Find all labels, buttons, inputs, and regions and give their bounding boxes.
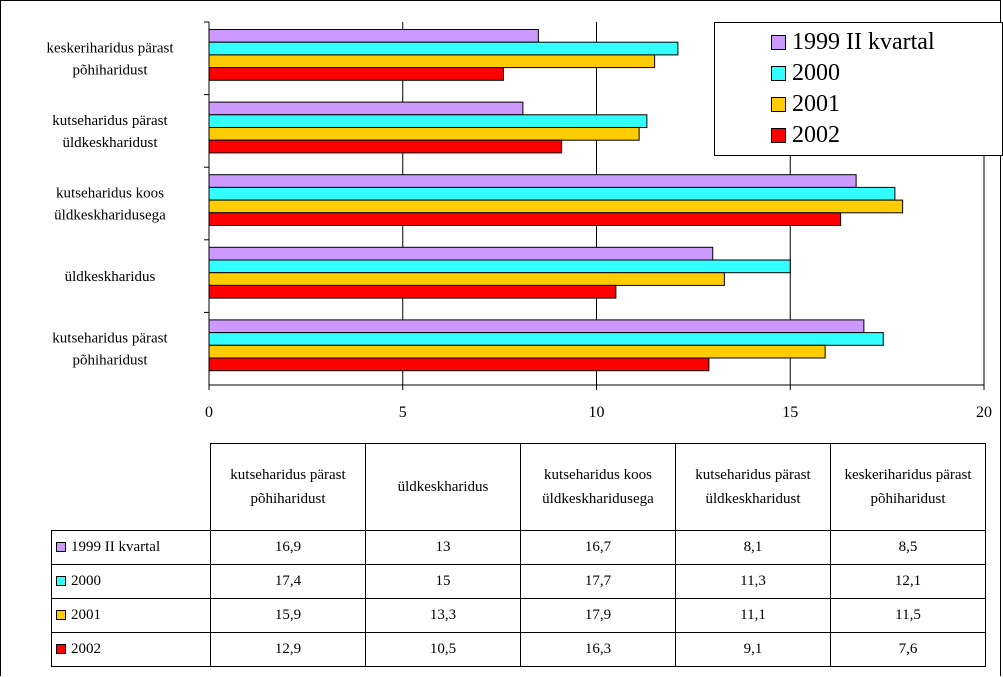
table-cell: 15,9: [210, 598, 366, 633]
table-cell: 17,7: [520, 564, 676, 599]
table-cell: 17,4: [210, 564, 366, 599]
category-label: kutseharidus koos: [56, 186, 164, 202]
category-label: kutseharidus pärast: [52, 113, 168, 129]
legend-item-2001: 2001: [771, 89, 1002, 120]
table-row: 1999 II kvartal 16,9 13 16,7 8,1 8,5: [51, 530, 986, 565]
table-row: 2002 12,9 10,5 16,3 9,1 7,6: [51, 632, 986, 667]
bar: [208, 272, 725, 286]
bar: [208, 259, 791, 274]
bar: [208, 186, 896, 201]
table-cell: 16,7: [520, 530, 676, 565]
table-cell: 13,3: [365, 598, 521, 633]
bar: [208, 319, 865, 334]
category-label: üldkeskharidust: [63, 135, 159, 151]
table-row: 2000 17,4 15 17,7 11,3 12,1: [51, 564, 986, 599]
bar: [208, 199, 904, 214]
column-header: kutseharidus pärast põhiharidust: [210, 443, 366, 531]
legend-item-1999: 1999 II kvartal: [771, 27, 1002, 58]
x-tick-label: 15: [782, 404, 798, 421]
bar: [208, 54, 656, 69]
axes: [204, 21, 985, 390]
bar: [208, 41, 679, 56]
x-tick-label: 20: [976, 404, 992, 421]
table-cell: 11,5: [830, 598, 986, 633]
category-label: põhiharidust: [73, 62, 149, 78]
row-label: 2002: [51, 632, 211, 667]
table-cell: 7,6: [830, 632, 986, 667]
row-label-text: 2002: [71, 641, 101, 657]
bar: [208, 174, 857, 188]
x-tick-labels: 0 5 10 15 20: [205, 404, 992, 421]
row-swatch: [56, 541, 66, 552]
legend-label: 2002: [792, 122, 840, 148]
bar: [208, 114, 648, 129]
data-table: kutseharidus pärast põhiharidust üldkesk…: [51, 443, 986, 667]
x-tick-label: 10: [589, 404, 605, 421]
legend-label: 2000: [792, 60, 840, 86]
legend-swatch: [771, 66, 786, 81]
legend-label: 2001: [792, 91, 840, 117]
table-cell: 11,3: [675, 564, 831, 599]
category-label: üldkeskharidusega: [54, 208, 166, 224]
category-label: põhiharidust: [73, 353, 149, 369]
bar: [208, 67, 504, 81]
x-tick-label: 5: [399, 404, 407, 421]
legend-swatch: [771, 35, 786, 50]
row-label-text: 2000: [71, 573, 101, 589]
column-header: üldkeskharidus: [365, 443, 521, 531]
row-swatch: [56, 643, 66, 654]
table-corner: [51, 443, 211, 531]
column-header: keskeriharidus pärast põhiharidust: [830, 443, 986, 531]
legend-swatch: [771, 97, 786, 112]
category-label: üldkeskharidus: [65, 269, 156, 285]
table-cell: 9,1: [675, 632, 831, 667]
row-swatch: [56, 609, 66, 620]
category-label: kutseharidus pärast: [52, 331, 168, 347]
legend-item-2002: 2002: [771, 120, 1002, 151]
bar: [208, 127, 640, 141]
table-cell: 16,3: [520, 632, 676, 667]
row-label: 2000: [51, 564, 211, 599]
table-cell: 8,5: [830, 530, 986, 565]
column-header: kutseharidus koos üldkeskharidusega: [520, 443, 676, 531]
table-cell: 13: [365, 530, 521, 565]
row-label-text: 2001: [71, 607, 101, 623]
table-cell: 12,9: [210, 632, 366, 667]
row-label: 2001: [51, 598, 211, 633]
x-tick-label: 0: [205, 404, 213, 421]
table-cell: 11,1: [675, 598, 831, 633]
row-label-text: 1999 II kvartal: [71, 539, 161, 555]
bar: [208, 212, 842, 227]
table-cell: 8,1: [675, 530, 831, 565]
table-cell: 15: [365, 564, 521, 599]
bar: [208, 101, 524, 116]
legend-swatch: [771, 128, 786, 143]
bar: [208, 139, 563, 154]
table-cell: 10,5: [365, 632, 521, 667]
bars: [208, 29, 904, 372]
bar: [208, 357, 710, 372]
table-cell: 17,9: [520, 598, 676, 633]
table-row: 2001 15,9 13,3 17,9 11,1 11,5: [51, 598, 986, 633]
bar: [208, 344, 826, 359]
category-labels: keskeriharidus pärast põhiharidust kutseha…: [46, 40, 174, 368]
bar: [208, 29, 539, 43]
bar-chart: keskeriharidus pärast põhiharidust kutseha…: [46, 21, 992, 421]
legend-item-2000: 2000: [771, 58, 1002, 89]
bar: [208, 332, 884, 346]
table-cell: 12,1: [830, 564, 986, 599]
row-label: 1999 II kvartal: [51, 530, 211, 565]
chart-legend: 1999 II kvartal 2000 2001 2002: [714, 22, 1003, 156]
row-swatch: [56, 575, 66, 586]
table-header-row: kutseharidus pärast põhiharidust üldkesk…: [51, 443, 986, 531]
bar: [208, 246, 714, 261]
bar: [208, 284, 617, 299]
category-label: keskeriharidus pärast: [46, 40, 174, 56]
table-cell: 16,9: [210, 530, 366, 565]
column-header: kutseharidus pärast üldkeskharidust: [675, 443, 831, 531]
legend-label: 1999 II kvartal: [792, 29, 935, 55]
